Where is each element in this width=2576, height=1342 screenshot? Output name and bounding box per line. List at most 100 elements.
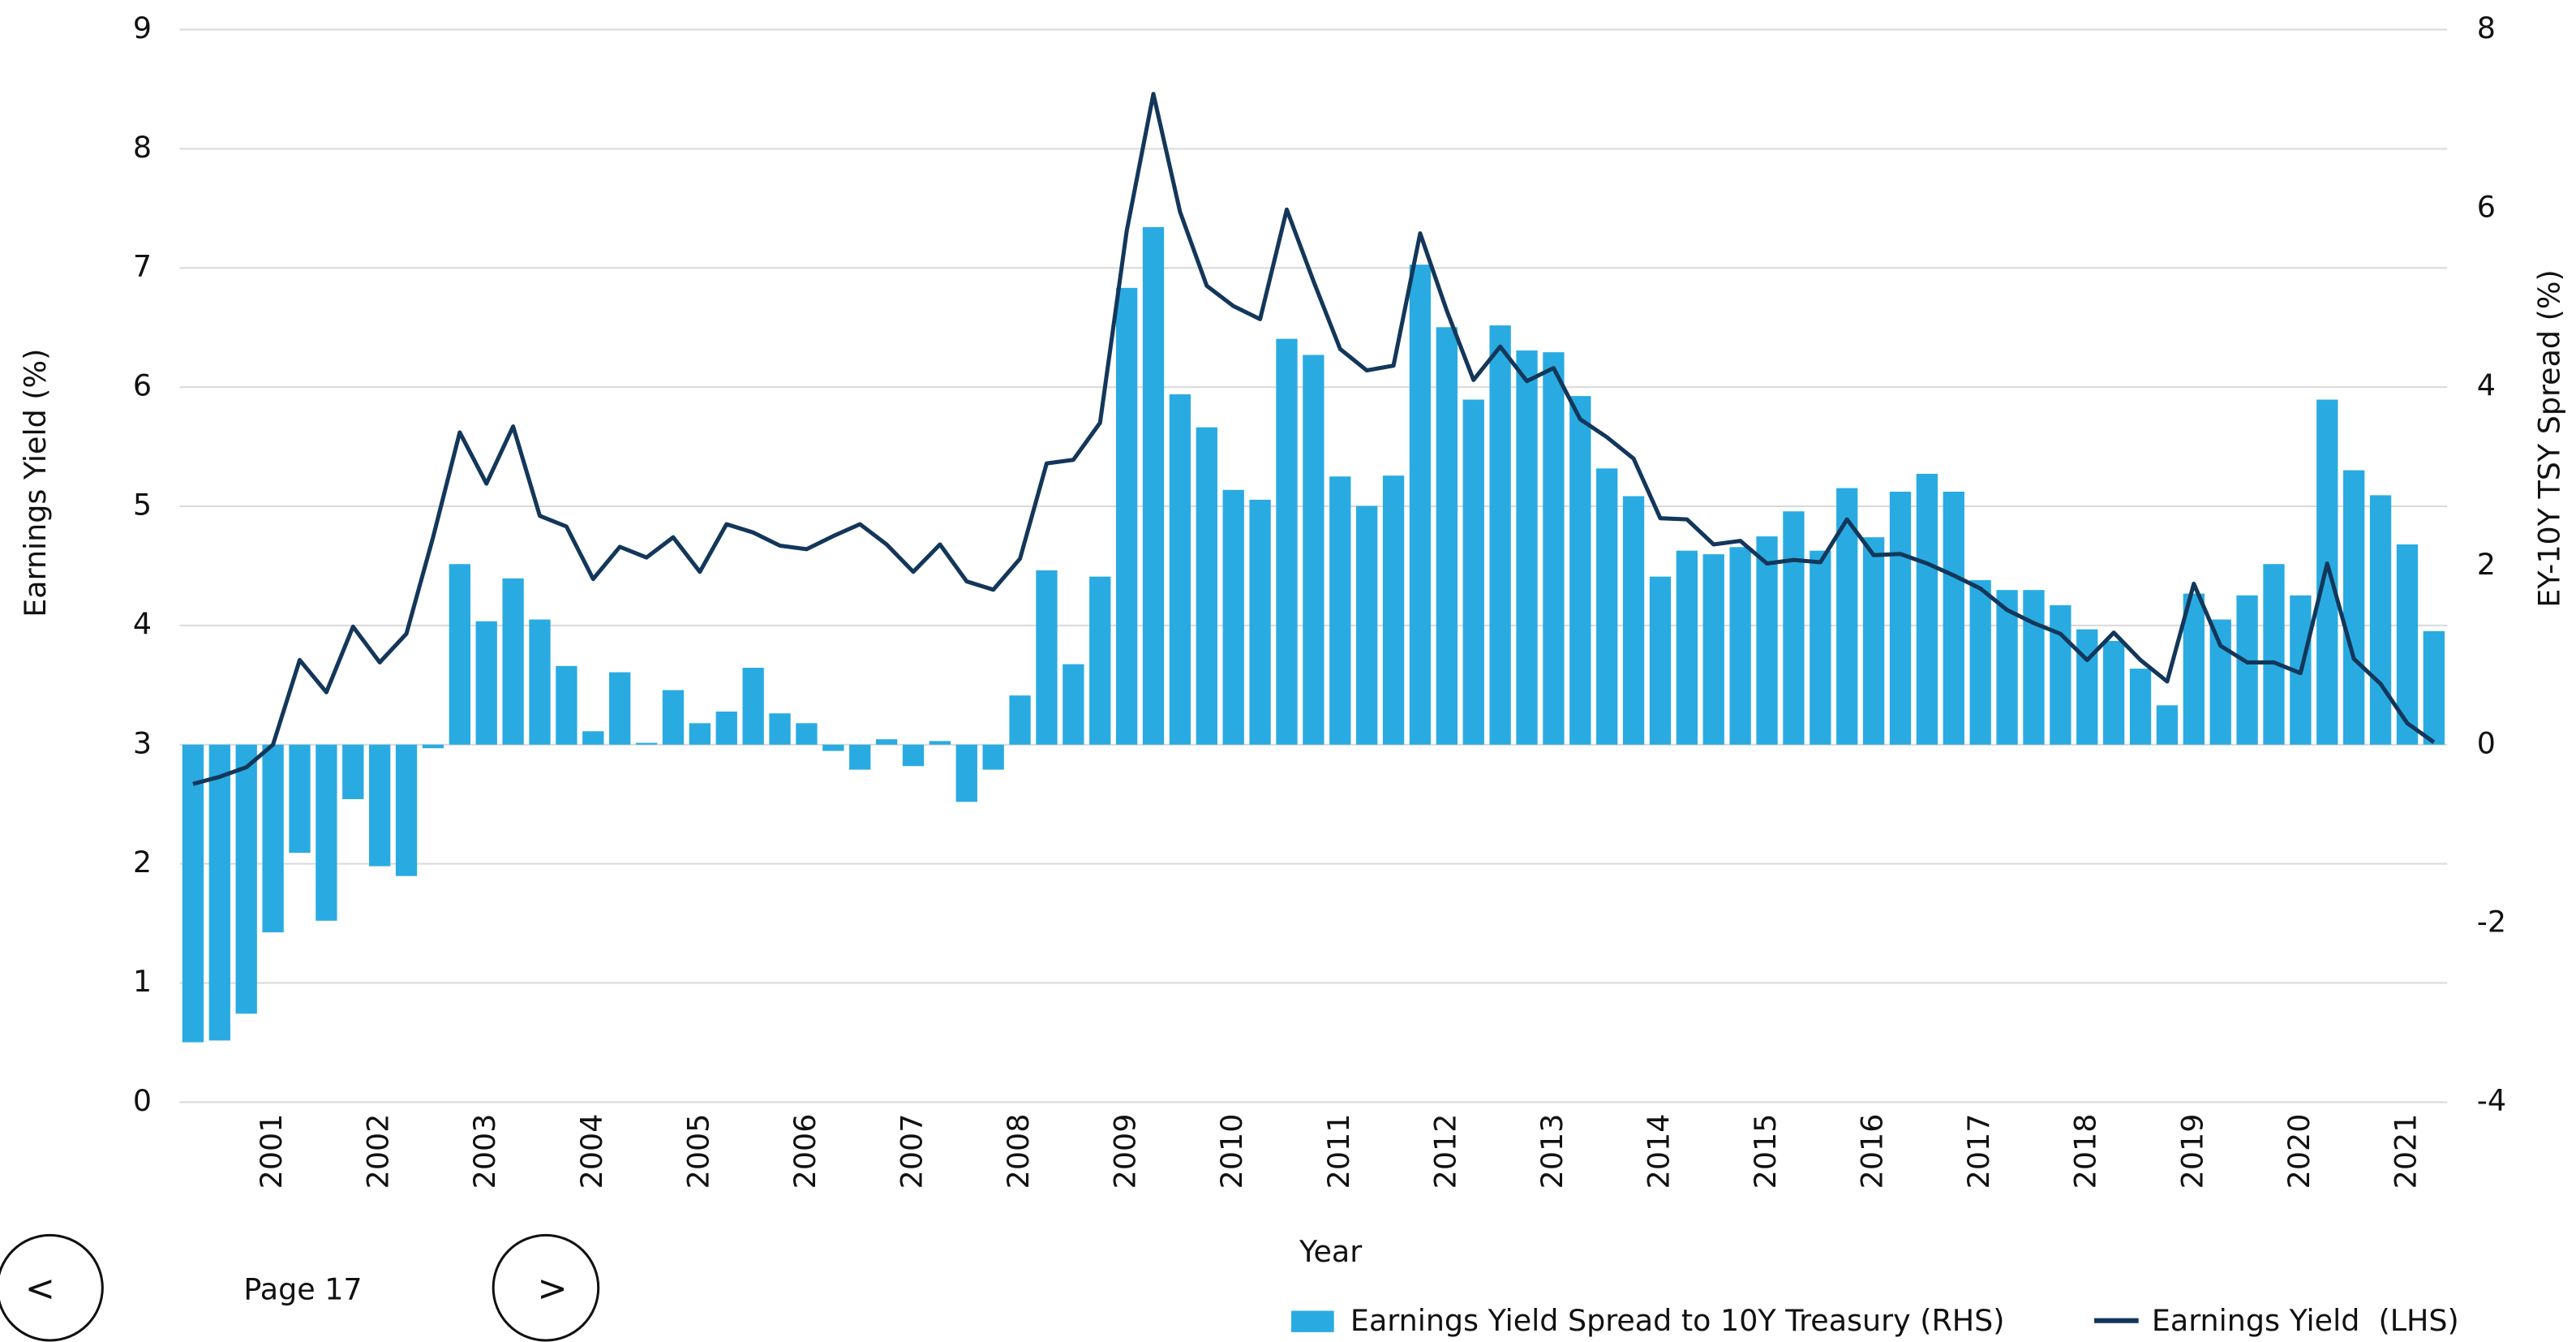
y2-axis-title: EY-10Y TSY Spread (%) [2531,269,2566,607]
y-tick-label: 9 [133,11,152,45]
bar [2236,595,2258,745]
bar [742,668,764,745]
bar [955,744,977,802]
bar [1516,350,1538,745]
bar [2263,564,2285,745]
bar [449,564,470,745]
x-tick-label: 2011 [1321,1114,1356,1189]
bar [342,744,364,799]
x-tick-label: 2019 [2175,1114,2209,1189]
x-tick-label: 2015 [1748,1114,1783,1189]
bar [1862,537,1885,745]
prev-button[interactable] [0,1233,104,1342]
y-axis-title: Earnings Yield (%) [18,349,53,617]
y-tick-label: 0 [133,1083,152,1118]
bar [1676,550,1698,745]
bar [529,619,551,745]
bar [1063,664,1084,745]
bar [2156,705,2179,745]
bar [875,739,898,745]
bar [635,742,658,745]
y2-tick-label: -4 [2477,1083,2506,1118]
bar [1596,468,1618,745]
y2-tick-label: 6 [2477,189,2496,224]
bar [395,744,418,876]
bar [662,690,685,745]
bar [1916,473,1938,745]
y-tick-label: 2 [133,845,152,880]
bar [582,731,604,745]
x-tick-label: 2020 [2282,1114,2316,1189]
x-axis-title: Year [1299,1234,1362,1269]
bar [1943,491,1964,745]
bar [1036,570,1058,745]
y2-tick-label: 4 [2477,368,2496,403]
labels: 0 1 2 3 4 5 6 7 8 9 -4 -2 0 2 4 6 8 2001 2002 2003 2004 2005 2… [133,11,2506,1338]
bar [316,744,337,921]
y-tick-label: 8 [133,130,152,165]
bar [1409,265,1432,745]
x-tick-label: 2018 [2068,1114,2103,1189]
bar [1756,536,1778,745]
y-tick-label: 4 [133,606,152,641]
bar [2050,604,2072,745]
bar [982,744,1004,770]
bar [1009,695,1031,745]
bar [502,578,524,745]
legend-label: Earnings Yield Spread to 10Y Treasury (R… [1350,1303,2005,1338]
x-tick-label: 2002 [361,1114,396,1189]
bar [2183,593,2205,745]
y-tick-label: 3 [133,725,152,760]
bar [182,744,204,1043]
x-tick-label: 2005 [680,1114,715,1189]
bar [1729,547,1751,745]
x-tick-label: 2009 [1108,1114,1143,1189]
bar [1329,476,1351,745]
bar [1996,590,2018,745]
bars [182,226,2445,1043]
bar [1089,576,1111,745]
bar [1969,580,1991,745]
next-button[interactable] [492,1233,600,1342]
x-tick-label: 2021 [2388,1114,2423,1189]
x-tick-label: 2013 [1535,1114,1569,1189]
y-tick-label: 7 [133,249,152,284]
bar [556,665,577,745]
y2-tick-label: 2 [2477,547,2496,582]
bar [1249,499,1271,745]
bar [1436,327,1458,745]
y-tick-label: 1 [133,964,152,999]
bar [1889,491,1912,745]
y-tick-label: 5 [133,487,152,522]
bar [1169,394,1191,745]
bar [689,723,711,745]
y2-tick-label: 0 [2477,725,2496,760]
bar [822,744,844,751]
page-label: Page 17 [243,1272,362,1307]
bar [1222,489,1244,745]
prev-icon[interactable]: < [25,1267,55,1310]
bar [2343,470,2365,745]
bar [929,741,951,745]
y-tick-label: 6 [133,368,152,403]
bar [1303,355,1324,745]
legend-swatch [1291,1310,1334,1332]
bar [422,744,444,749]
x-tick-label: 2007 [895,1114,930,1189]
x-tick-label: 2004 [574,1114,609,1189]
x-tick-label: 2001 [254,1114,289,1189]
bar [2023,590,2045,745]
x-tick-label: 2010 [1214,1114,1249,1189]
bar [2102,640,2125,745]
bar [208,744,230,1041]
bar [609,672,631,745]
bar [849,744,871,770]
bar [1702,554,1724,745]
bar [715,712,737,745]
bar [1622,496,1645,745]
bar [2369,495,2392,745]
x-tick-label: 2008 [1001,1114,1036,1189]
bar [475,621,497,745]
next-icon[interactable]: > [537,1267,567,1310]
